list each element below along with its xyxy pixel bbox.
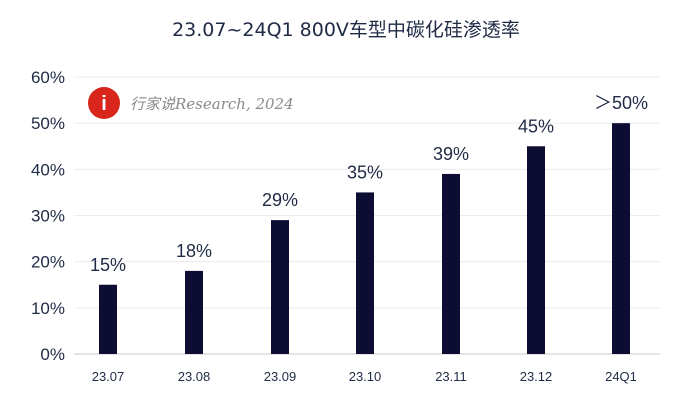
x-tick-label: 23.08 [178, 369, 211, 384]
data-label: 39% [433, 144, 469, 164]
bar [99, 284, 117, 354]
y-tick-label: 40% [31, 160, 65, 179]
bar [612, 123, 630, 355]
data-label: 15% [90, 255, 126, 275]
bar [185, 270, 203, 354]
watermark: i 行家说Research, 2024 [88, 87, 294, 119]
watermark-logo-glyph: i [101, 93, 107, 115]
data-label: ＞50% [594, 93, 648, 113]
x-tick-label: 23.11 [435, 369, 467, 384]
watermark-logo-icon [88, 87, 120, 119]
y-tick-label: 30% [31, 207, 65, 226]
x-tick-label: 23.07 [92, 369, 125, 384]
y-tick-label: 20% [31, 253, 65, 272]
chart-title: 23.07~24Q1 800V车型中碳化硅渗透率 [172, 19, 520, 41]
bars [99, 123, 630, 355]
bar [442, 173, 460, 354]
bar [527, 146, 545, 354]
data-label: 18% [176, 241, 212, 261]
y-tick-label: 10% [31, 299, 65, 318]
x-tick-label: 23.09 [264, 369, 297, 384]
bar [356, 192, 374, 354]
x-tick-label: 24Q1 [605, 369, 637, 384]
y-tick-label: 50% [31, 114, 65, 133]
x-tick-label: 23.12 [520, 369, 553, 384]
data-labels: 15% 18% 29% 35% 39% 45% ＞50% [90, 93, 648, 275]
y-tick-label: 0% [40, 345, 65, 364]
x-tick-label: 23.10 [349, 369, 382, 384]
y-axis-ticks: 0% 10% 20% 30% 40% 50% 60% [31, 68, 65, 364]
y-tick-label: 60% [31, 68, 65, 87]
x-axis-ticks: 23.07 23.08 23.09 23.10 23.11 23.12 24Q1 [92, 369, 637, 384]
data-label: 45% [518, 116, 554, 136]
data-label: 35% [347, 162, 383, 182]
bar [271, 220, 289, 354]
data-label: 29% [262, 190, 298, 210]
watermark-text: 行家说Research, 2024 [130, 95, 294, 113]
